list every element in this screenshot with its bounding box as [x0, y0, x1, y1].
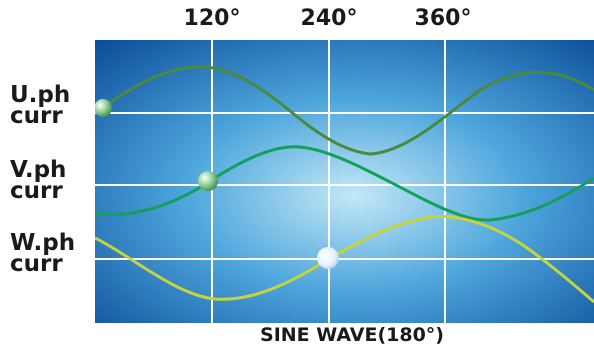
plot-background	[95, 40, 594, 323]
u-phase-label-line2: curr	[10, 103, 63, 129]
top-label-240: 240°	[300, 6, 358, 31]
v-phase-wave	[95, 145, 594, 222]
row-label-v-phase: V.ph curr	[10, 157, 67, 204]
v-phase-label-line2: curr	[10, 178, 63, 204]
w-phase-wave	[95, 215, 594, 304]
v-phase-label-line1: V.ph	[10, 157, 67, 183]
u-phase-marker	[95, 99, 112, 117]
w-phase-marker	[317, 247, 339, 269]
waveform-svg	[95, 40, 594, 323]
u-phase-wave	[102, 65, 594, 156]
top-label-120: 120°	[183, 6, 241, 31]
waveform-plot	[95, 40, 594, 323]
row-label-w-phase: W.ph curr	[10, 230, 76, 277]
top-label-360: 360°	[414, 6, 472, 31]
w-phase-label-line2: curr	[10, 251, 63, 277]
sine-wave-caption: SINE WAVE(180°)	[260, 324, 444, 346]
row-label-u-phase: U.ph curr	[10, 82, 71, 129]
w-phase-label-line1: W.ph	[10, 230, 76, 256]
u-phase-label-line1: U.ph	[10, 82, 71, 108]
v-phase-marker	[198, 171, 218, 191]
